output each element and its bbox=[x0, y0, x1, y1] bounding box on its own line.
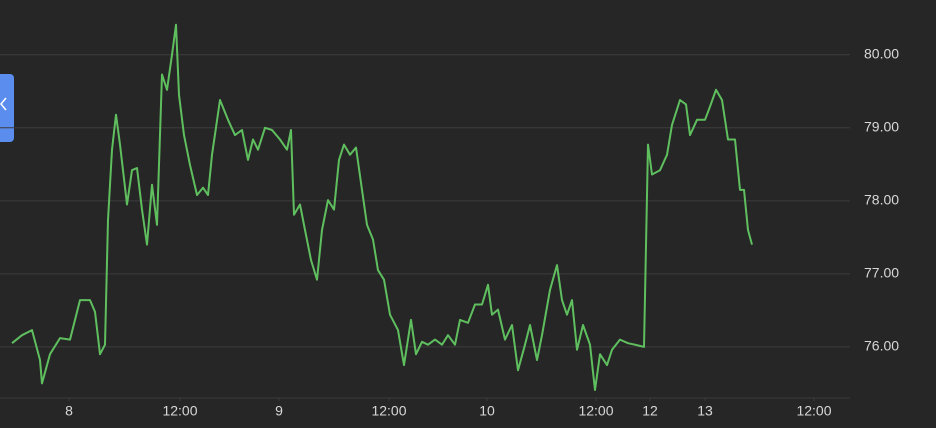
x-tick-label: 12:00 bbox=[796, 403, 831, 419]
x-tick-label: 12:00 bbox=[162, 403, 197, 419]
x-tick-label: 13 bbox=[697, 403, 713, 419]
x-tick-label: 12:00 bbox=[578, 403, 613, 419]
y-tick-label: 76.00 bbox=[864, 338, 899, 354]
x-tick-label: 12:00 bbox=[371, 403, 406, 419]
x-tick-label: 8 bbox=[65, 403, 73, 419]
x-tick-label: 12 bbox=[642, 403, 658, 419]
y-tick-label: 80.00 bbox=[864, 45, 899, 61]
y-tick-label: 77.00 bbox=[864, 265, 899, 281]
y-tick-label: 78.00 bbox=[864, 192, 899, 208]
price-line bbox=[11, 23, 753, 391]
y-tick-label: 79.00 bbox=[864, 119, 899, 135]
x-tick-label: 10 bbox=[479, 403, 495, 419]
collapse-tab[interactable] bbox=[0, 74, 14, 142]
x-tick-label: 9 bbox=[275, 403, 283, 419]
